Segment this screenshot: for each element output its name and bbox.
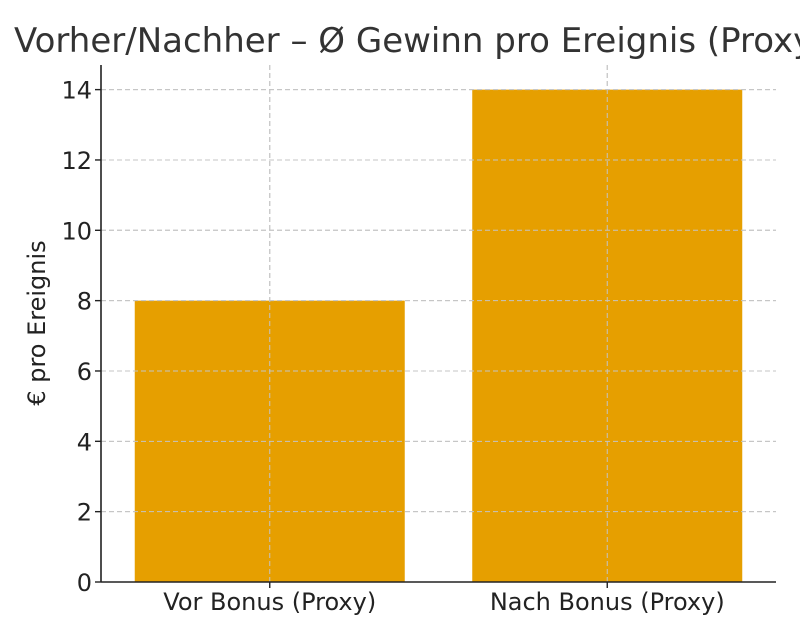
y-tick-label: 14 bbox=[61, 77, 92, 105]
y-tick-label: 8 bbox=[77, 288, 92, 316]
y-tick-label: 6 bbox=[77, 358, 92, 386]
x-tick-label: Nach Bonus (Proxy) bbox=[490, 588, 725, 616]
y-axis-label: € pro Ereignis bbox=[23, 240, 51, 405]
x-ticks: Vor Bonus (Proxy) Nach Bonus (Proxy) bbox=[163, 582, 725, 616]
x-tick-label: Vor Bonus (Proxy) bbox=[163, 588, 376, 616]
y-tick-label: 10 bbox=[61, 217, 92, 245]
y-tick-label: 0 bbox=[77, 569, 92, 597]
y-tick-label: 12 bbox=[61, 147, 92, 175]
y-tick-label: 2 bbox=[77, 499, 92, 527]
y-ticks: 0 2 4 6 8 10 12 14 bbox=[61, 77, 101, 597]
bars bbox=[101, 65, 776, 583]
chart-title: Vorher/Nachher – Ø Gewinn pro Ereignis (… bbox=[14, 21, 800, 61]
y-tick-label: 4 bbox=[77, 428, 92, 456]
